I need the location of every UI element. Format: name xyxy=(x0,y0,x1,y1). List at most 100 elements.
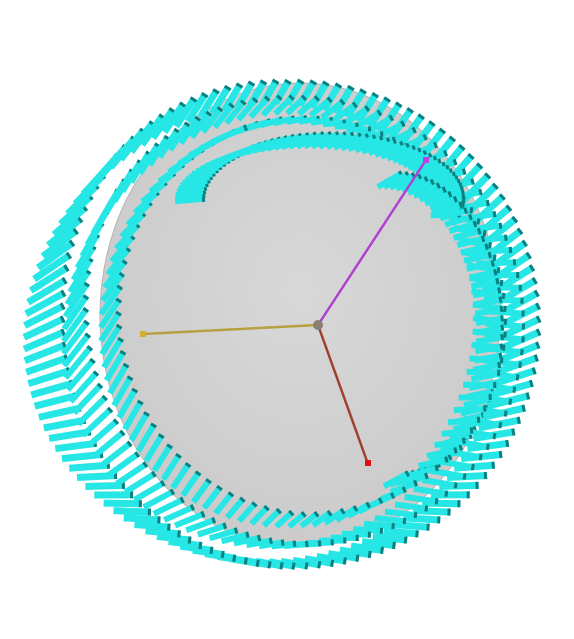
vector-dash xyxy=(311,509,333,528)
vector-dash xyxy=(346,501,371,519)
vector-dash xyxy=(439,207,468,222)
vector-dash xyxy=(233,534,262,547)
z-axis xyxy=(316,324,370,465)
x-axis xyxy=(142,323,319,336)
vector-field-back xyxy=(174,78,542,490)
vector-dash xyxy=(331,101,358,123)
vector-dash xyxy=(458,393,492,401)
vector-dash xyxy=(434,201,464,216)
vector-dash xyxy=(189,110,213,140)
vector-dash xyxy=(418,186,447,203)
vector-dash xyxy=(224,99,247,125)
vector-dash xyxy=(122,399,144,431)
vector-dash xyxy=(135,422,157,453)
vector-dash xyxy=(185,517,217,534)
vector-dash xyxy=(100,271,125,303)
vector-dash xyxy=(248,95,271,119)
vector-dash xyxy=(342,105,371,127)
vector-dash xyxy=(453,405,487,414)
vector-dash xyxy=(123,470,157,495)
vector-dash xyxy=(234,80,256,110)
vector-dash xyxy=(316,552,347,565)
vector-dash xyxy=(161,101,187,134)
vector-dash xyxy=(101,336,124,369)
vector-dash xyxy=(123,514,161,524)
vector-dash xyxy=(107,362,130,395)
vector-dash xyxy=(299,510,320,529)
vector-dash xyxy=(236,501,258,524)
vector-dash xyxy=(167,121,191,152)
vector-dash xyxy=(26,276,68,306)
vector-dash xyxy=(472,287,502,299)
vector-dash xyxy=(60,306,90,344)
vector-dash xyxy=(353,109,383,131)
vector-dash xyxy=(99,323,123,356)
vector-dash xyxy=(36,239,76,271)
vector-dash xyxy=(320,98,346,121)
vector-dash xyxy=(466,260,495,272)
vector-dash xyxy=(98,284,124,316)
vector-dash xyxy=(412,182,441,199)
vector-dash xyxy=(40,227,79,260)
vector-dash xyxy=(132,480,166,503)
vector-dash xyxy=(103,349,127,382)
vector-dash xyxy=(473,352,503,364)
vector-dash xyxy=(350,542,385,554)
y-axis xyxy=(316,159,428,326)
vector-dash xyxy=(258,539,285,550)
vector-dash xyxy=(142,488,176,510)
vector-dash xyxy=(190,478,212,504)
vector-dash xyxy=(452,227,482,241)
vector-dash xyxy=(287,511,307,529)
vector-dash xyxy=(209,84,232,116)
vector-dash xyxy=(394,501,429,512)
vector-dash xyxy=(22,315,66,341)
vector-dash xyxy=(116,387,139,420)
vector-dash xyxy=(76,394,108,427)
vector-dash xyxy=(430,467,467,480)
vector-dash xyxy=(61,294,90,331)
vector-dash xyxy=(474,305,504,317)
vector-dash xyxy=(220,531,250,545)
vector-dash xyxy=(470,277,500,290)
vector-dash xyxy=(327,550,360,562)
vector-dash xyxy=(296,95,320,117)
vector-dash xyxy=(71,382,104,416)
vector-dash xyxy=(61,319,90,356)
vector-dash xyxy=(404,493,439,505)
vector-dash xyxy=(363,520,395,530)
vector-dash xyxy=(441,427,474,437)
vector-dash xyxy=(92,429,126,459)
vector-dash xyxy=(468,269,498,281)
vector-dash xyxy=(273,94,295,116)
axes-gizmo xyxy=(140,157,429,466)
vector-dash xyxy=(62,281,90,319)
vector-dash xyxy=(424,190,453,207)
vector-dash xyxy=(107,451,141,478)
vector-dash xyxy=(364,114,395,136)
vector-dash xyxy=(98,297,123,330)
vector-dash xyxy=(28,264,70,294)
vector-dash xyxy=(448,220,478,234)
vector-dash xyxy=(152,496,185,517)
vector-dash xyxy=(222,124,249,140)
vector-dash xyxy=(261,507,282,528)
vector-dash xyxy=(374,515,407,525)
vector-dash xyxy=(429,195,458,211)
vector-dash xyxy=(308,96,333,118)
vector-dash xyxy=(434,437,466,449)
x-axis-tip xyxy=(140,331,146,337)
vector-dash xyxy=(81,406,114,438)
vector-dash xyxy=(285,94,308,116)
vector-dash xyxy=(151,443,173,473)
vector-dash xyxy=(475,334,505,345)
vector-dash xyxy=(249,504,270,526)
vector-dash xyxy=(473,296,503,308)
vector-dash xyxy=(99,440,133,468)
vector-dash xyxy=(384,508,418,519)
vector-dash xyxy=(115,461,149,487)
vector-dash xyxy=(444,213,473,228)
vector-dash xyxy=(208,527,239,542)
